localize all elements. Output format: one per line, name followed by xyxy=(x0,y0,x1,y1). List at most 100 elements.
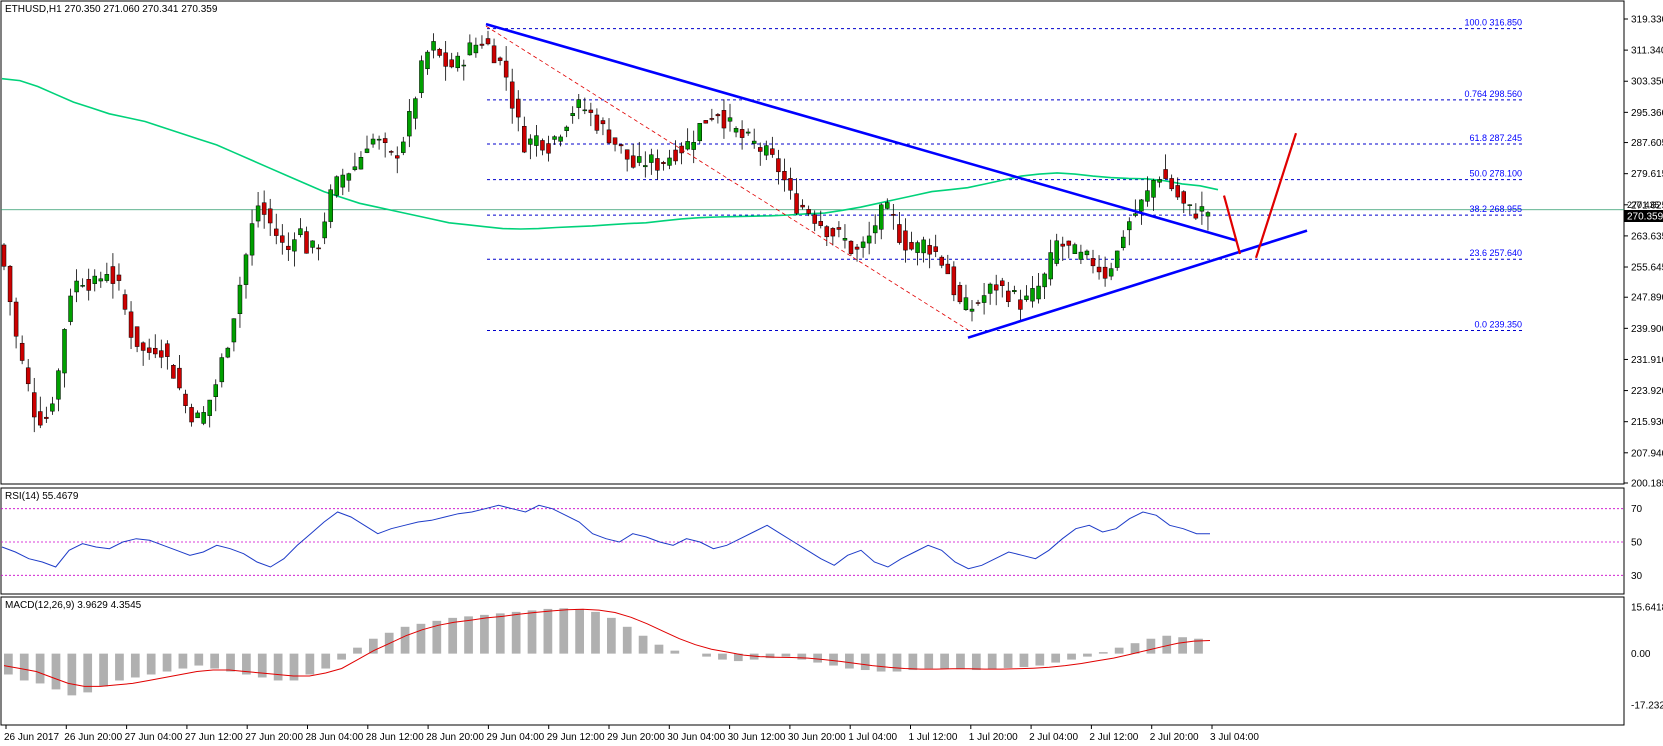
candle-body xyxy=(7,265,13,303)
candlestick xyxy=(697,122,702,144)
macd-histogram-bar xyxy=(511,611,521,654)
candle-body xyxy=(1163,169,1168,179)
candle-body xyxy=(606,129,612,144)
candle-body xyxy=(794,193,799,214)
candle-body xyxy=(407,111,412,137)
candle-body xyxy=(1127,221,1132,231)
candle-body xyxy=(879,204,884,230)
x-tick-label: 26 Jun 2017 xyxy=(4,732,59,743)
x-tick-label: 3 Jul 04:00 xyxy=(1210,732,1259,743)
candle-body xyxy=(86,279,91,291)
candle-body xyxy=(485,38,491,45)
y-tick-label: 200.185 xyxy=(1631,479,1663,490)
candlestick xyxy=(376,135,382,150)
y-tick-label: 247.890 xyxy=(1631,293,1663,304)
candlestick xyxy=(485,30,491,46)
candle-body xyxy=(866,235,872,244)
candle-body xyxy=(993,284,999,291)
candle-body xyxy=(1114,250,1120,268)
macd-histogram-bar xyxy=(194,653,204,666)
candlestick xyxy=(558,134,563,147)
candle-body xyxy=(1048,252,1053,280)
candlestick xyxy=(292,232,297,267)
candlestick xyxy=(691,130,696,164)
candle-body xyxy=(552,136,557,140)
candlestick xyxy=(715,112,721,124)
candlestick xyxy=(951,261,957,302)
candle-body xyxy=(358,157,364,170)
macd-histogram-bar xyxy=(1194,638,1203,654)
y-tick-label: 303.350 xyxy=(1631,77,1663,88)
candle-body xyxy=(751,140,757,144)
candlestick xyxy=(522,116,527,154)
macd-histogram-bar xyxy=(368,638,378,654)
candle-body xyxy=(909,242,914,250)
candle-body xyxy=(322,221,327,239)
candle-body xyxy=(624,149,630,160)
candle-body xyxy=(62,329,67,374)
candlestick xyxy=(673,140,678,165)
macd-histogram-bar xyxy=(83,653,93,693)
candlestick xyxy=(897,212,902,245)
candlestick xyxy=(770,136,775,158)
macd-histogram-bar xyxy=(480,614,489,654)
macd-histogram-bar xyxy=(781,653,791,657)
candle-body xyxy=(455,55,460,69)
candlestick xyxy=(473,37,479,58)
macd-histogram-bar xyxy=(321,653,331,669)
secondary-price-label: 270.435 xyxy=(1627,200,1660,210)
candle-body xyxy=(764,145,769,156)
fib-level-label: 0.0 239.350 xyxy=(1474,319,1522,329)
candlestick xyxy=(969,300,975,322)
candle-body xyxy=(655,158,660,171)
macd-histogram-bar xyxy=(527,610,537,654)
candlestick xyxy=(116,263,122,291)
candle-body xyxy=(437,48,442,56)
candle-body xyxy=(1096,266,1102,273)
candlestick xyxy=(576,94,581,120)
candle-body xyxy=(225,347,231,358)
candle-body xyxy=(782,170,787,181)
candlestick xyxy=(854,243,860,262)
macd-histogram-bar xyxy=(908,653,918,671)
candle-body xyxy=(56,370,61,400)
candle-body xyxy=(927,245,932,255)
candlestick xyxy=(25,359,31,392)
macd-histogram-bar xyxy=(273,653,283,681)
x-tick-label: 29 Jun 12:00 xyxy=(547,732,605,743)
candlestick xyxy=(546,135,551,162)
rsi-level-label: 30 xyxy=(1631,571,1643,582)
y-tick-label: 223.920 xyxy=(1631,386,1663,397)
candle-body xyxy=(842,238,848,241)
candlestick xyxy=(612,137,618,152)
candlestick xyxy=(1114,250,1120,271)
macd-histogram-bar xyxy=(242,653,251,675)
candle-body xyxy=(25,367,31,385)
y-tick-label: 287.605 xyxy=(1631,138,1663,149)
macd-histogram-bar xyxy=(400,626,410,654)
x-tick-label: 26 Jun 20:00 xyxy=(64,732,122,743)
candlestick xyxy=(219,353,225,388)
candlestick xyxy=(1024,285,1029,302)
candlestick xyxy=(1030,275,1035,308)
x-tick-label: 27 Jun 12:00 xyxy=(185,732,243,743)
y-tick-label: 319.330 xyxy=(1631,15,1663,26)
candlestick xyxy=(745,128,751,136)
candle-body xyxy=(32,392,37,418)
candlestick xyxy=(146,338,152,360)
candlestick xyxy=(806,205,811,217)
candle-body xyxy=(1024,295,1029,300)
candle-body xyxy=(1066,240,1072,246)
candlestick xyxy=(1072,242,1078,254)
candle-body xyxy=(201,412,206,424)
fib-level-label: 61.8 287.245 xyxy=(1469,133,1522,143)
rsi-title: RSI(14) 55.4679 xyxy=(5,491,79,502)
candlestick xyxy=(594,108,600,134)
candlestick xyxy=(800,199,805,210)
macd-histogram-bar xyxy=(226,653,235,672)
candle-body xyxy=(806,209,811,214)
candlestick xyxy=(352,152,358,172)
macd-histogram-bar xyxy=(607,617,616,654)
fib-level-label: 23.6 257.640 xyxy=(1469,248,1522,258)
candlestick xyxy=(1145,176,1150,207)
